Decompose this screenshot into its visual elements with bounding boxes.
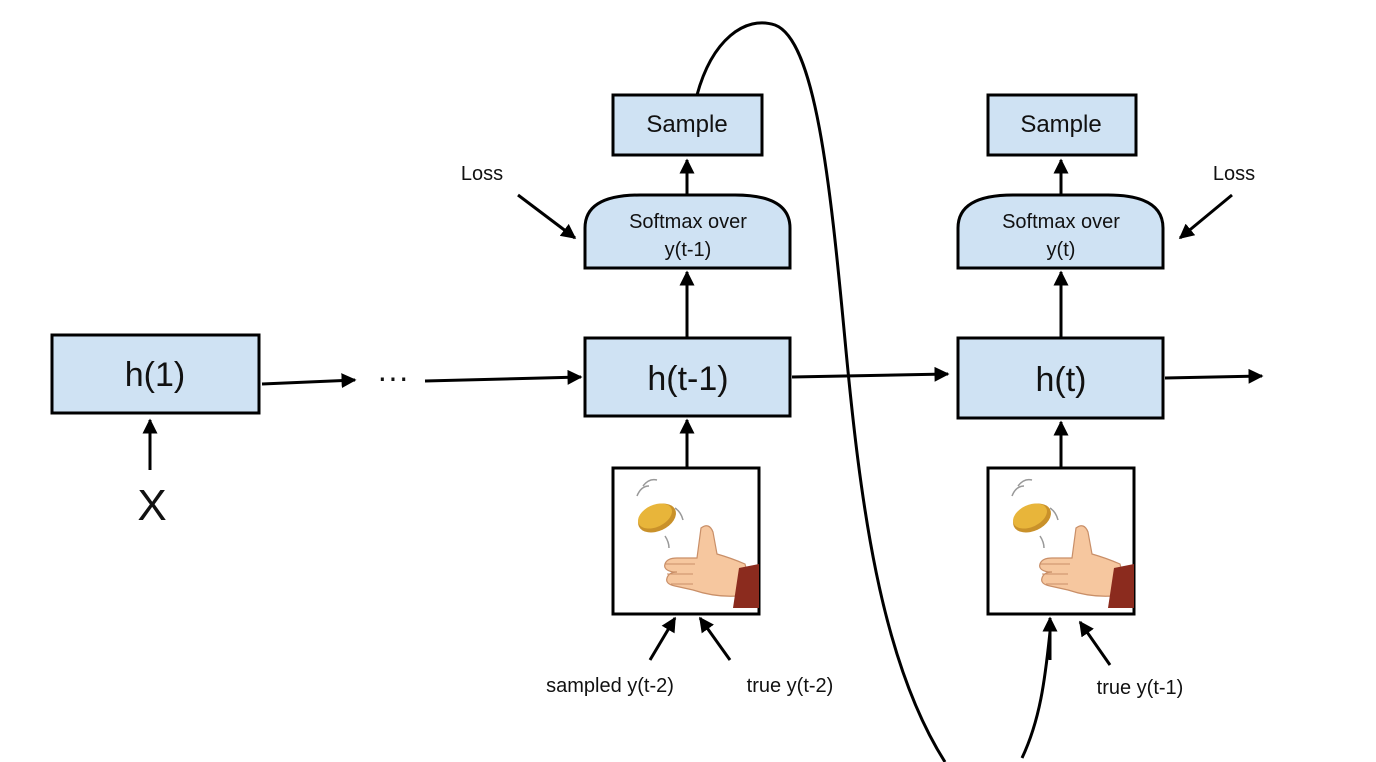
left-sample-label: Sample	[646, 111, 727, 138]
right-true-input-label: true y(t-1)	[1097, 677, 1184, 699]
right-loss-arrow	[1178, 193, 1233, 240]
right-hidden-label: h(t)	[1036, 361, 1087, 399]
h1-label: h(1)	[125, 356, 185, 394]
right-loss-label: Loss	[1213, 163, 1255, 185]
feedback-curve	[695, 21, 1052, 762]
left-true-input-arrow	[698, 616, 732, 661]
coin-flip-icon	[611, 466, 761, 616]
left-softmax-line1: Softmax over	[629, 211, 747, 233]
h1-box	[50, 333, 261, 415]
right-softmax-line2: y(t)	[1047, 239, 1076, 261]
left-sampled-input-arrow	[648, 616, 677, 661]
left-true-input-label: true y(t-2)	[747, 675, 834, 697]
right-sample-box	[986, 93, 1138, 157]
right-hidden-box	[956, 336, 1165, 420]
ht1-to-ht-arrow	[791, 366, 950, 382]
left-sample-box	[611, 93, 764, 157]
x-label: X	[137, 481, 166, 530]
right-softmax-box	[956, 193, 1165, 270]
h1-to-ellipsis-arrow	[261, 373, 357, 389]
left-loss-arrow	[517, 193, 577, 240]
ht-output-arrow	[1164, 368, 1264, 384]
left-sampled-input-label: sampled y(t-2)	[546, 675, 674, 697]
ellipsis-to-ht1-arrow	[424, 369, 583, 385]
left-hidden-label: h(t-1)	[647, 360, 728, 398]
left-softmax-box	[583, 193, 792, 270]
left-hidden-box	[583, 336, 792, 418]
right-sample-label: Sample	[1020, 111, 1101, 138]
right-true-input-arrow	[1078, 620, 1112, 666]
coin-flip-icon	[986, 466, 1136, 616]
left-loss-label: Loss	[461, 163, 503, 185]
right-softmax-line1: Softmax over	[1002, 211, 1120, 233]
ellipsis: ···	[377, 359, 409, 395]
left-softmax-line2: y(t-1)	[665, 239, 712, 261]
